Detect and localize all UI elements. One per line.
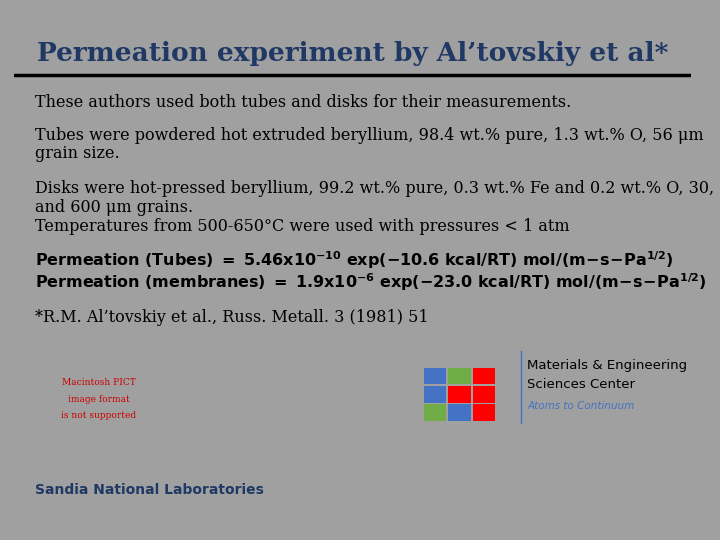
Text: Permeation experiment by Al’tovskiy et al*: Permeation experiment by Al’tovskiy et a… — [37, 41, 668, 66]
Text: is not supported: is not supported — [61, 411, 137, 420]
Text: grain size.: grain size. — [35, 145, 120, 163]
FancyBboxPatch shape — [449, 368, 471, 384]
Text: Atoms to Continuum: Atoms to Continuum — [528, 401, 635, 411]
FancyBboxPatch shape — [472, 386, 495, 403]
FancyBboxPatch shape — [424, 386, 446, 403]
Text: and 600 μm grains.: and 600 μm grains. — [35, 199, 193, 216]
Text: Materials & Engineering: Materials & Engineering — [528, 359, 688, 372]
Text: $\mathbf{Permeation\ (membranes)\ =\ 1.9x10^{-6}\ exp(-23.0\ kcal/RT)\ mol/(m\!-: $\mathbf{Permeation\ (membranes)\ =\ 1.9… — [35, 271, 706, 293]
FancyBboxPatch shape — [449, 386, 471, 403]
Text: Sciences Center: Sciences Center — [528, 379, 636, 392]
FancyBboxPatch shape — [424, 368, 446, 384]
Text: Disks were hot-pressed beryllium, 99.2 wt.% pure, 0.3 wt.% Fe and 0.2 wt.% O, 30: Disks were hot-pressed beryllium, 99.2 w… — [35, 180, 720, 197]
Text: Sandia National Laboratories: Sandia National Laboratories — [35, 483, 264, 497]
Text: Macintosh PICT: Macintosh PICT — [62, 378, 136, 387]
Text: Tubes were powdered hot extruded beryllium, 98.4 wt.% pure, 1.3 wt.% O, 56 μm: Tubes were powdered hot extruded berylli… — [35, 127, 703, 144]
FancyBboxPatch shape — [424, 404, 446, 421]
Text: *R.M. Al’tovskiy et al., Russ. Metall. 3 (1981) 51: *R.M. Al’tovskiy et al., Russ. Metall. 3… — [35, 309, 428, 326]
FancyBboxPatch shape — [449, 404, 471, 421]
Text: image format: image format — [68, 395, 130, 403]
Text: $\mathbf{Permeation\ (Tubes)\ =\ 5.46x10^{-10}\ exp(-10.6\ kcal/RT)\ mol/(m\!-\!: $\mathbf{Permeation\ (Tubes)\ =\ 5.46x10… — [35, 249, 673, 272]
Text: These authors used both tubes and disks for their measurements.: These authors used both tubes and disks … — [35, 93, 571, 111]
FancyBboxPatch shape — [472, 368, 495, 384]
Text: Temperatures from 500-650°C were used with pressures < 1 atm: Temperatures from 500-650°C were used wi… — [35, 218, 570, 234]
FancyBboxPatch shape — [472, 404, 495, 421]
